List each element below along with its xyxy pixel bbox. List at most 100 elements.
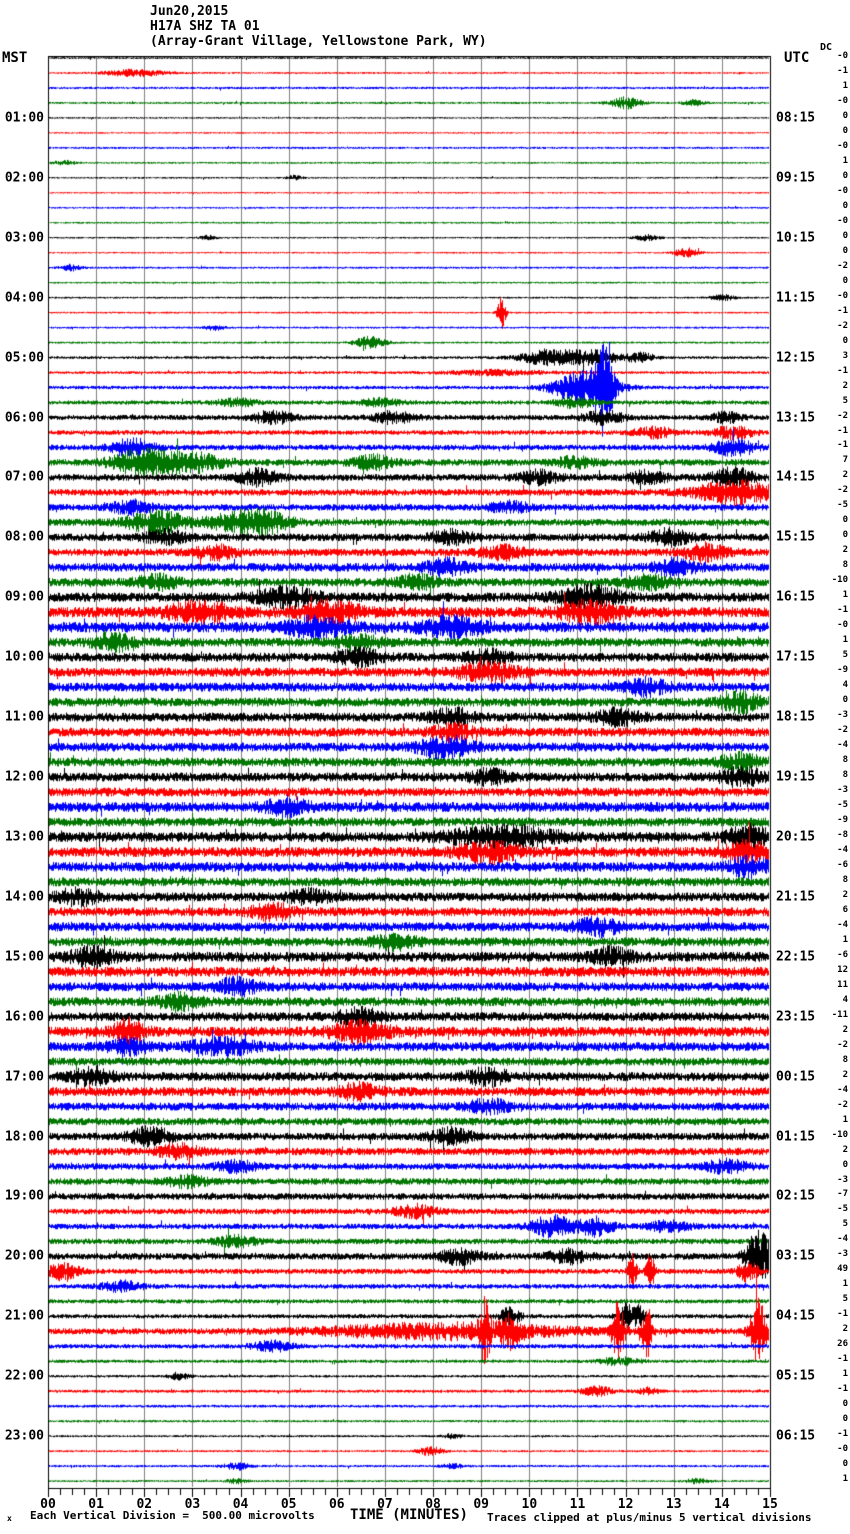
dc-offset-value: 0 bbox=[842, 230, 848, 241]
dc-offset-value: -0 bbox=[837, 51, 848, 61]
dc-offset-value: 1 bbox=[842, 1114, 848, 1125]
dc-offset-value: 5 bbox=[842, 1294, 848, 1305]
dc-offset-value: 7 bbox=[842, 455, 848, 466]
corner-mark: x bbox=[7, 1514, 12, 1523]
utc-hour-label: 00:15 bbox=[776, 1069, 816, 1085]
utc-hour-label: 15:15 bbox=[776, 529, 816, 545]
dc-offset-value: -5 bbox=[837, 500, 848, 511]
dc-offset-value: -2 bbox=[837, 320, 848, 331]
dc-offset-value: -4 bbox=[837, 1234, 848, 1245]
mst-hour-label: 09:00 bbox=[4, 589, 44, 605]
mst-hour-label: 18:00 bbox=[4, 1129, 44, 1145]
utc-hour-label: 17:15 bbox=[776, 649, 816, 665]
dc-offset-value: -10 bbox=[831, 575, 848, 586]
mst-hour-label: 05:00 bbox=[4, 350, 44, 366]
dc-offset-value: 12 bbox=[837, 964, 848, 975]
dc-offset-value: -9 bbox=[837, 814, 848, 825]
mst-hour-label: 12:00 bbox=[4, 769, 44, 785]
dc-offset-value: -3 bbox=[837, 785, 848, 796]
dc-offset-value: -1 bbox=[837, 440, 848, 451]
dc-offset-value: 3 bbox=[842, 350, 848, 361]
dc-offset-value: -2 bbox=[837, 725, 848, 736]
dc-offset-value: 0 bbox=[842, 275, 848, 286]
dc-offset-value: -0 bbox=[837, 215, 848, 226]
utc-hour-label: 21:15 bbox=[776, 889, 816, 905]
x-axis-title: TIME (MINUTES) bbox=[349, 1507, 468, 1523]
dc-offset-value: 2 bbox=[842, 1069, 848, 1080]
dc-offset-value: 0 bbox=[842, 695, 848, 706]
utc-hour-label: 20:15 bbox=[776, 829, 816, 845]
dc-offset-value: 8 bbox=[842, 1054, 848, 1065]
header-station: H17A SHZ TA 01 bbox=[150, 19, 260, 34]
mst-hour-label: 11:00 bbox=[4, 709, 44, 725]
dc-offset-value: 2 bbox=[842, 380, 848, 391]
x-axis-tick-label: 07 bbox=[377, 1497, 393, 1512]
dc-offset-value: -1 bbox=[837, 605, 848, 616]
mst-hour-label: 02:00 bbox=[4, 170, 44, 186]
dc-offset-value: 5 bbox=[842, 1219, 848, 1230]
mst-hour-label: 14:00 bbox=[4, 889, 44, 905]
dc-offset-value: -3 bbox=[837, 1249, 848, 1260]
mst-hour-label: 03:00 bbox=[4, 230, 44, 246]
dc-offset-value: 0 bbox=[842, 335, 848, 346]
dc-offset-value: 0 bbox=[842, 515, 848, 526]
dc-offset-value: -4 bbox=[837, 844, 848, 855]
dc-offset-value: -2 bbox=[837, 260, 848, 271]
dc-offset-value: -0 bbox=[837, 620, 848, 631]
dc-offset-value: 0 bbox=[842, 110, 848, 121]
dc-offset-value: 2 bbox=[842, 1024, 848, 1035]
utc-hour-label: 01:15 bbox=[776, 1129, 816, 1145]
dc-offset-value: 2 bbox=[842, 1144, 848, 1155]
mst-hour-label: 08:00 bbox=[4, 529, 44, 545]
clip-note: Traces clipped at plus/minus 5 vertical … bbox=[487, 1511, 812, 1524]
dc-offset-value: 1 bbox=[842, 590, 848, 601]
mst-hour-label: 21:00 bbox=[4, 1308, 44, 1324]
utc-hour-label: 12:15 bbox=[776, 350, 816, 366]
mst-hour-label: 04:00 bbox=[4, 290, 44, 306]
dc-offset-value: 0 bbox=[842, 1159, 848, 1170]
dc-offset-value: 8 bbox=[842, 755, 848, 766]
dc-offset-value: 4 bbox=[842, 680, 848, 691]
utc-hour-label: 03:15 bbox=[776, 1248, 816, 1264]
header-location: (Array-Grant Village, Yellowstone Park, … bbox=[150, 34, 487, 49]
utc-hour-label: 13:15 bbox=[776, 410, 816, 426]
dc-offset-value: -0 bbox=[837, 95, 848, 106]
dc-offset-value: 6 bbox=[842, 904, 848, 915]
dc-offset-value: -0 bbox=[837, 290, 848, 301]
utc-hour-label: 06:15 bbox=[776, 1428, 816, 1444]
dc-offset-value: -10 bbox=[831, 1129, 848, 1140]
dc-offset-value: 4 bbox=[842, 994, 848, 1005]
dc-offset-value: -11 bbox=[831, 1009, 848, 1020]
x-axis-tick-label: 15 bbox=[762, 1497, 778, 1512]
dc-offset-value: -3 bbox=[837, 1174, 848, 1185]
dc-offset-value: -1 bbox=[837, 365, 848, 376]
utc-hour-label: 04:15 bbox=[776, 1308, 816, 1324]
dc-offset-value: -1 bbox=[837, 1384, 848, 1395]
dc-offset-value: 8 bbox=[842, 770, 848, 781]
x-axis-tick-label: 13 bbox=[665, 1497, 682, 1512]
x-axis-tick-label: 08 bbox=[425, 1497, 441, 1512]
x-axis-tick-label: 05 bbox=[280, 1497, 297, 1512]
dc-offset-value: 5 bbox=[842, 395, 848, 406]
utc-hour-label: 14:15 bbox=[776, 469, 816, 485]
utc-hour-label: 22:15 bbox=[776, 949, 816, 965]
dc-offset-value: 0 bbox=[842, 245, 848, 256]
dc-offset-value: -5 bbox=[837, 1204, 848, 1215]
mst-hour-label: 23:00 bbox=[4, 1428, 44, 1444]
dc-offset-value: 2 bbox=[842, 470, 848, 481]
dc-offset-value: 1 bbox=[842, 1369, 848, 1380]
dc-offset-value: -2 bbox=[837, 410, 848, 421]
dc-offset-value: -1 bbox=[837, 1354, 848, 1365]
dc-offset-value: 26 bbox=[837, 1339, 848, 1350]
header-date: Jun20,2015 bbox=[150, 4, 229, 19]
x-axis-tick-label: 03 bbox=[184, 1497, 201, 1512]
dc-offset-value: -1 bbox=[837, 65, 848, 76]
mst-hour-label: 01:00 bbox=[4, 110, 44, 126]
dc-offset-value: -1 bbox=[837, 1309, 848, 1320]
dc-offset-column: -0 -1 1 -0 0 0 -0 1 0 -0 0 -0 0 0 -2 0 -0 -1 -2 0 3 -1 2 5 -2 -1-… bbox=[814, 0, 848, 1534]
dc-offset-value: 49 bbox=[837, 1264, 848, 1275]
dc-offset-value: -3 bbox=[837, 710, 848, 721]
dc-offset-value: 1 bbox=[842, 155, 848, 166]
mst-hour-label: 06:00 bbox=[4, 410, 44, 426]
